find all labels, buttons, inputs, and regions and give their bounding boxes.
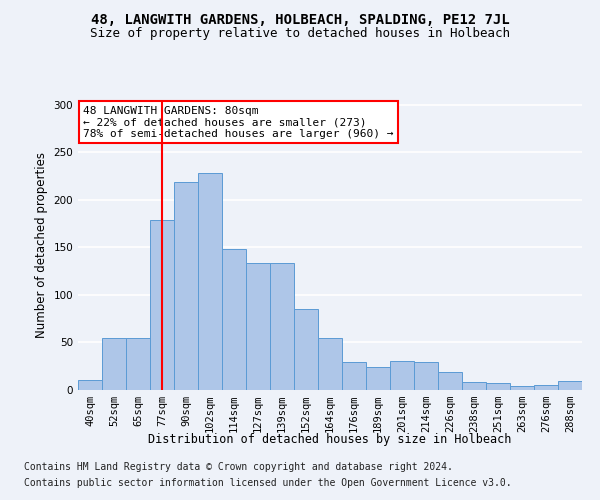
Bar [174,182,198,390]
Bar [126,338,150,390]
Bar [414,362,438,390]
Bar [366,367,390,390]
Bar [198,173,222,390]
Bar [342,362,366,390]
Bar [78,380,102,390]
Y-axis label: Number of detached properties: Number of detached properties [35,152,48,338]
Text: 48, LANGWITH GARDENS, HOLBEACH, SPALDING, PE12 7JL: 48, LANGWITH GARDENS, HOLBEACH, SPALDING… [91,12,509,26]
Bar [318,338,342,390]
Text: Contains HM Land Registry data © Crown copyright and database right 2024.: Contains HM Land Registry data © Crown c… [24,462,453,472]
Bar [102,338,126,390]
Bar [486,384,510,390]
Bar [438,372,462,390]
Bar [462,382,486,390]
Text: Distribution of detached houses by size in Holbeach: Distribution of detached houses by size … [148,432,512,446]
Bar [558,382,582,390]
Bar [534,385,558,390]
Bar [510,386,534,390]
Bar [246,262,270,390]
Bar [390,362,414,390]
Bar [150,220,174,390]
Bar [270,262,294,390]
Text: Contains public sector information licensed under the Open Government Licence v3: Contains public sector information licen… [24,478,512,488]
Text: Size of property relative to detached houses in Holbeach: Size of property relative to detached ho… [90,28,510,40]
Bar [222,250,246,390]
Bar [294,309,318,390]
Text: 48 LANGWITH GARDENS: 80sqm
← 22% of detached houses are smaller (273)
78% of sem: 48 LANGWITH GARDENS: 80sqm ← 22% of deta… [83,106,394,139]
